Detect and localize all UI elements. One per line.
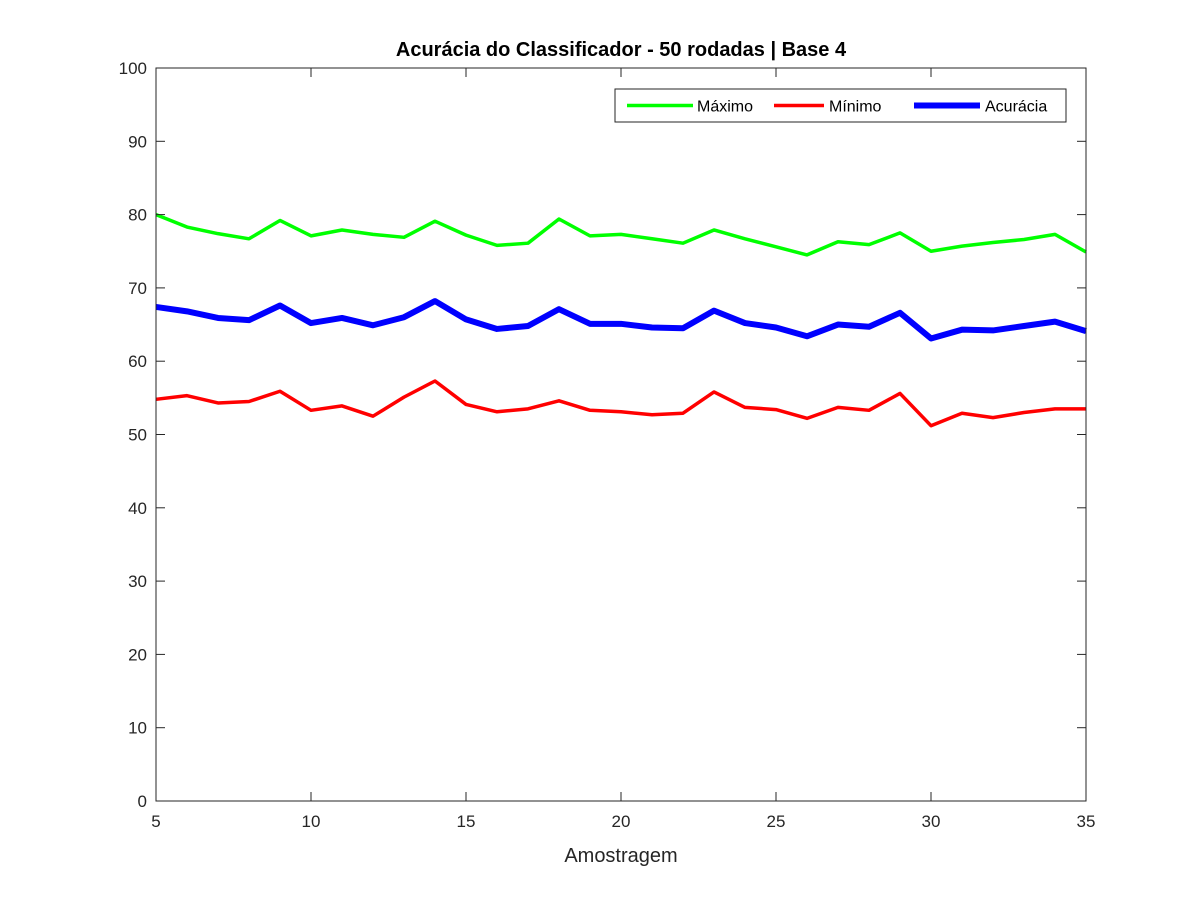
legend: Máximo Mínimo Acurácia xyxy=(614,88,1067,123)
axes-layer: 5 10 15 20 25 30 35 0 10 20 30 40 50 60 70 80 90 100 xyxy=(119,59,1096,831)
x-tick-label: 5 xyxy=(151,812,160,831)
series-layer xyxy=(155,212,1087,428)
y-tick-label: 50 xyxy=(128,426,147,445)
series-line-2 xyxy=(155,379,1086,428)
y-tick-label: 10 xyxy=(128,719,147,738)
y-tick-label: 80 xyxy=(128,206,147,225)
x-tick-label: 30 xyxy=(922,812,941,831)
legend-label-2: Mínimo xyxy=(829,99,882,116)
x-tick-label: 15 xyxy=(457,812,476,831)
y-tick-label: 70 xyxy=(128,279,147,298)
y-tick-label: 100 xyxy=(119,59,147,78)
x-tick-label: 10 xyxy=(302,812,321,831)
x-axis-title: Amostragem xyxy=(564,845,677,867)
legend-label-1: Máximo xyxy=(697,99,753,116)
x-tick-label: 20 xyxy=(612,812,631,831)
y-tick-label: 40 xyxy=(128,499,147,518)
y-tick-label: 90 xyxy=(128,132,147,151)
y-tick-label: 30 xyxy=(128,572,147,591)
chart-title: Acurácia do Classificador - 50 rodadas |… xyxy=(396,39,847,61)
x-tick-label: 25 xyxy=(767,812,786,831)
y-tick-label: 20 xyxy=(128,645,147,664)
legend-label-3: Acurácia xyxy=(985,99,1047,116)
y-tick-label: 60 xyxy=(128,352,147,371)
x-tick-label: 35 xyxy=(1077,812,1096,831)
series-line-1 xyxy=(155,212,1087,257)
plot-area xyxy=(156,68,1086,801)
series-line-3 xyxy=(155,298,1087,342)
y-tick-label: 0 xyxy=(138,792,147,811)
